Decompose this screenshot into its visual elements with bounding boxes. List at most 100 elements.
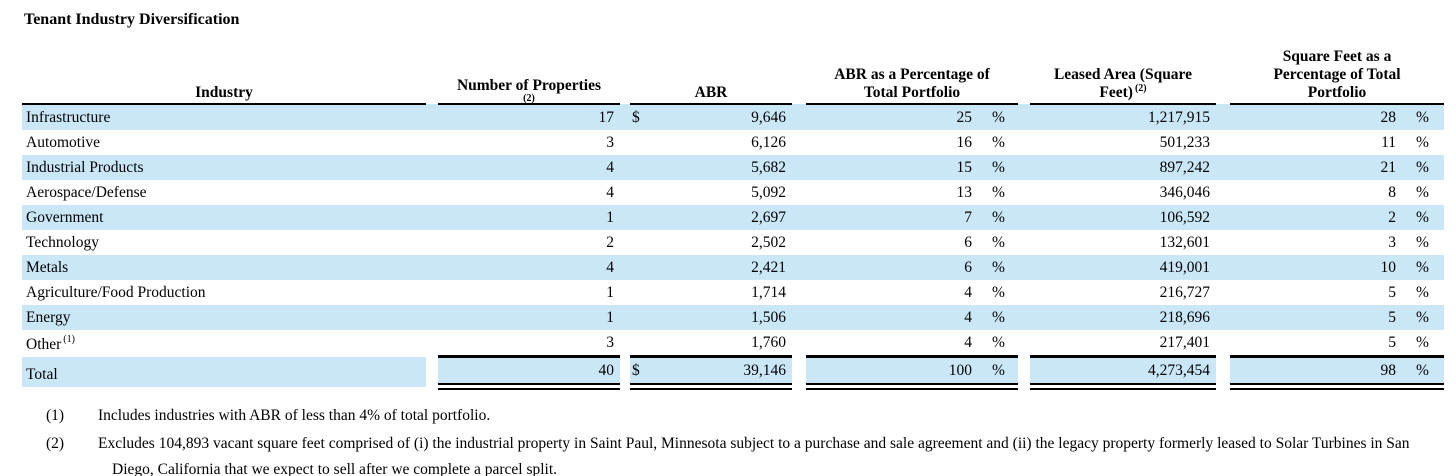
properties-cell: 1 [438, 205, 620, 230]
abr-cell: 1,506 [654, 305, 793, 330]
percent-sign: % [978, 255, 1019, 280]
sf-pct-cell: 5 [1388, 334, 1397, 351]
table-row: Government 1 2,697 7 % 106,592 2 % [22, 205, 1445, 230]
percent-sign: % [1402, 104, 1445, 130]
column-gap [620, 356, 630, 387]
percent-sign: % [1402, 255, 1445, 280]
sf-pct-cell: 3 [1388, 234, 1397, 251]
percent-sign: % [1402, 355, 1445, 390]
header-properties-footnote-ref: (2) [523, 93, 535, 104]
leased-area-cell: 1,217,915 [1030, 104, 1217, 130]
column-gap [792, 356, 807, 387]
table-row: Aerospace/Defense 4 5,092 13 % 346,046 8… [22, 180, 1444, 205]
column-gap [620, 230, 630, 255]
column-gap [620, 330, 630, 357]
abr-cell: 5,092 [751, 184, 787, 201]
abr-cell: 2,421 [654, 255, 793, 280]
abr-pct-cell: 7 [806, 205, 979, 230]
sf-pct-cell: 5 [1388, 284, 1397, 301]
abr-cell: 1,714 [751, 284, 787, 301]
industry-label: Aerospace/Defense [26, 184, 147, 201]
percent-sign: % [978, 305, 1019, 330]
column-gap [1018, 104, 1031, 130]
sf-pct-cell: 28 [1230, 104, 1403, 130]
percent-sign: % [1416, 184, 1429, 201]
column-gap [792, 42, 806, 104]
column-gap [1216, 180, 1230, 205]
industry-cell: Aerospace/Defense [22, 180, 426, 205]
abr-pct-cell: 6 [806, 255, 979, 280]
percent-sign: % [992, 284, 1005, 301]
column-gap [426, 155, 438, 180]
column-gap [426, 356, 438, 387]
column-gap [1018, 42, 1030, 104]
currency-cell [630, 130, 654, 155]
industry-cell: Technology [22, 230, 426, 255]
header-leased-footnote-ref: (2) [1134, 82, 1147, 94]
sf-pct-cell: 2 [1230, 205, 1403, 230]
column-gap [426, 205, 438, 230]
currency-cell: $ [630, 355, 654, 390]
properties-cell: 4 [438, 155, 620, 180]
industry-label: Industrial Products [26, 159, 144, 176]
abr-cell: 1,760 [751, 334, 787, 351]
abr-pct-cell: 25 [806, 104, 979, 130]
sf-pct-cell: 21 [1230, 155, 1403, 180]
percent-sign: % [992, 184, 1005, 201]
column-gap [426, 255, 438, 280]
column-gap [426, 230, 438, 255]
abr-pct-cell: 4 [964, 284, 973, 301]
table-row: Technology 2 2,502 6 % 132,601 3 % [22, 230, 1444, 255]
column-gap [620, 305, 630, 330]
header-abr-pct: ABR as a Percentage of Total Portfolio [806, 42, 1019, 105]
column-gap [426, 305, 438, 330]
abr-pct-cell: 100 [806, 355, 979, 390]
column-gap [1018, 180, 1030, 205]
header-sf-pct: Square Feet as a Percentage of Total Por… [1230, 42, 1445, 105]
column-gap [1216, 255, 1231, 280]
sf-pct-cell: 5 [1230, 305, 1403, 330]
column-gap [1018, 155, 1031, 180]
column-gap [426, 130, 438, 155]
industry-label: Energy [26, 309, 71, 326]
industry-footnote-ref: (1) [63, 334, 75, 346]
abr-pct-cell: 6 [964, 234, 973, 251]
leased-area-cell: 4,273,454 [1030, 355, 1217, 390]
currency-cell [630, 155, 654, 180]
column-gap [620, 104, 630, 130]
header-sf-pct-label: Square Feet as a Percentage of Total Por… [1273, 48, 1401, 101]
industry-cell: Infrastructure [22, 104, 426, 130]
currency-cell [630, 280, 654, 305]
leased-area-cell: 218,696 [1030, 305, 1217, 330]
industry-label: Automotive [26, 134, 101, 151]
footnote-2: (2) Excludes 104,893 vacant square feet … [46, 431, 1422, 476]
column-gap [1216, 230, 1230, 255]
sf-pct-cell: 10 [1230, 255, 1403, 280]
header-leased-area: Leased Area (Square Feet) (2) [1030, 42, 1217, 105]
currency-cell [630, 305, 654, 330]
abr-pct-cell: 15 [806, 155, 979, 180]
properties-cell: 1 [438, 305, 620, 330]
column-gap [1018, 255, 1031, 280]
industry-label: Agriculture/Food Production [26, 284, 206, 301]
column-gap [1018, 205, 1031, 230]
header-leased-area-label: Leased Area (Square Feet) [1053, 66, 1193, 101]
column-gap [1216, 305, 1231, 330]
column-gap [792, 330, 806, 357]
page-title: Tenant Industry Diversification [24, 11, 240, 28]
header-industry-label: Industry [195, 84, 253, 101]
column-gap [426, 180, 438, 205]
industry-label: Infrastructure [26, 109, 111, 126]
percent-sign: % [992, 334, 1005, 351]
industry-cell: Other (1) [22, 330, 426, 357]
table-row: Energy 1 1,506 4 % 218,696 5 % [22, 305, 1445, 330]
percent-sign: % [1416, 284, 1429, 301]
sf-pct-cell: 11 [1381, 134, 1397, 151]
percent-sign: % [1416, 234, 1429, 251]
industry-cell: Metals [22, 255, 426, 280]
percent-sign: % [978, 155, 1019, 180]
header-row: Industry Number of Properties (2) ABR ABR… [22, 42, 1445, 105]
header-properties: Number of Properties (2) [438, 42, 620, 105]
currency-cell: $ [630, 104, 654, 130]
